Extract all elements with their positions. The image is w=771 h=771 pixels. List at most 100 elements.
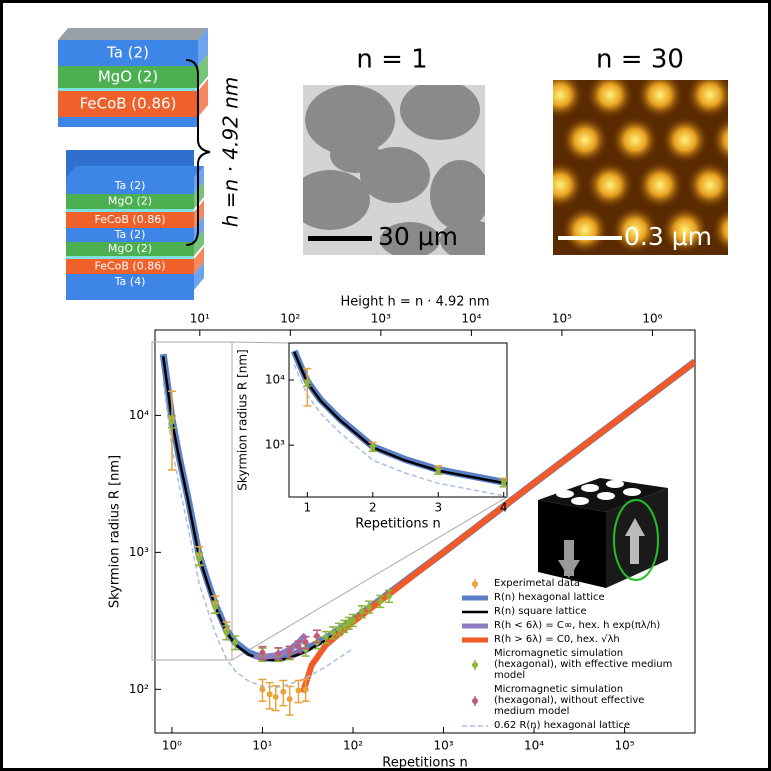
legend-entry: R(n) square lattice xyxy=(462,606,682,617)
stack-top xyxy=(66,166,204,178)
x-axis-label: Repetitions n xyxy=(382,756,467,771)
skyrmion-spot xyxy=(561,116,609,164)
data-point xyxy=(323,634,329,640)
scale-bar xyxy=(308,236,372,241)
legend-swatch xyxy=(462,593,488,603)
inset-x-tick-label: 3 xyxy=(434,501,442,515)
layer-label: FeCoB (0.86) xyxy=(94,260,165,273)
layer-label: Ta (4) xyxy=(114,275,146,288)
stack-layer xyxy=(66,209,194,212)
stack-base xyxy=(66,290,194,300)
x2-tick-label: 10⁴ xyxy=(461,312,481,326)
data-point xyxy=(223,629,229,635)
domain xyxy=(400,80,480,140)
legend-entry: R(h < 6λ) = C∞, hex. h exp(πλ/h) xyxy=(462,620,682,631)
legend: Experimetal dataR(n) hexagonal latticeR(… xyxy=(462,578,682,734)
legend-swatch xyxy=(462,660,488,670)
skyrmion-illustration xyxy=(538,478,668,588)
skyrmion-spot xyxy=(561,206,609,254)
legend-label: R(h < 6λ) = C∞, hex. h exp(πλ/h) xyxy=(494,620,660,631)
figure: Ta (2) MgO (2) FeCoB (0.86) Ta (2) MgO (2) Fe… xyxy=(0,0,771,771)
legend-entry: Micromagnetic simulation (hexagonal), wi… xyxy=(462,684,682,717)
skyrmion-spot xyxy=(686,161,734,209)
data-point xyxy=(303,686,309,692)
x-tick-label: 10⁵ xyxy=(615,739,635,753)
x-tick-label: 10³ xyxy=(433,739,453,753)
legend-label: Experimetal data xyxy=(494,578,580,589)
inset-x-axis-label: Repetitions n xyxy=(355,517,440,532)
zoom-line xyxy=(232,342,289,343)
y-tick-label: 10⁴ xyxy=(129,408,149,422)
data-point xyxy=(275,650,281,656)
legend-label: 0.62 R(n) hexagonal lattice xyxy=(494,720,630,731)
x2-tick-label: 10¹ xyxy=(190,312,210,326)
skyrmion-spot xyxy=(636,71,684,119)
skyrmion-spot xyxy=(536,71,584,119)
legend-label: Micromagnetic simulation (hexagonal), wi… xyxy=(494,648,682,681)
data-point xyxy=(212,604,218,610)
inset-x-tick-label: 2 xyxy=(369,501,377,515)
data-point xyxy=(259,686,265,692)
data-point xyxy=(287,649,293,655)
data-point xyxy=(169,419,175,425)
x-tick-label: 10¹ xyxy=(252,739,272,753)
data-point xyxy=(336,626,342,632)
x2-axis-label: Height h = n · 4.92 nm xyxy=(340,295,489,310)
data-point xyxy=(280,689,286,695)
skyrmion-spot xyxy=(586,161,634,209)
legend-swatch xyxy=(462,607,488,617)
inset-x-tick-label: 1 xyxy=(304,501,312,515)
legend-swatch xyxy=(462,721,488,731)
inset-y-tick-label: 10³ xyxy=(265,438,285,452)
skyrmion-spot xyxy=(636,161,684,209)
legend-label: R(n) square lattice xyxy=(494,606,587,617)
y-tick-label: 10² xyxy=(129,682,149,696)
data-point xyxy=(273,694,279,700)
data-point xyxy=(196,556,202,562)
layer-label: MgO (2) xyxy=(108,195,152,208)
legend-entry: 0.62 R(n) hexagonal lattice xyxy=(462,720,682,731)
data-point xyxy=(295,644,301,650)
layer-label: FeCoB (0.86) xyxy=(80,95,177,113)
data-point xyxy=(267,691,273,697)
x-tick-label: 10⁴ xyxy=(524,739,544,753)
layer-label: Ta (2) xyxy=(114,228,146,241)
data-point xyxy=(370,446,375,451)
data-point xyxy=(386,593,392,599)
legend-swatch-point xyxy=(472,698,478,704)
legend-entry: Experimetal data xyxy=(462,578,682,589)
legend-swatch xyxy=(462,621,488,631)
skyrmion-spot xyxy=(661,116,709,164)
legend-entry: R(h > 6λ) = C0, hex. √λh xyxy=(462,634,682,645)
x-tick-label: 10² xyxy=(343,739,363,753)
skyrmion-spot xyxy=(711,206,759,254)
domain xyxy=(330,137,380,173)
data-point xyxy=(314,633,320,639)
inset-x-tick-label: 4 xyxy=(500,501,508,515)
y-tick-label: 10³ xyxy=(129,545,149,559)
panel-title: n = 30 xyxy=(596,45,684,75)
legend-label: R(h > 6λ) = C0, hex. √λh xyxy=(494,634,620,645)
panel-title: n = 1 xyxy=(356,45,427,75)
scale-bar-label: 30 μm xyxy=(378,222,458,251)
data-point xyxy=(330,629,336,635)
data-point xyxy=(287,696,293,702)
layer-label: Ta (2) xyxy=(114,179,146,192)
stack-layer xyxy=(58,88,198,91)
data-point xyxy=(303,639,309,645)
skyrmion-spot xyxy=(611,116,659,164)
data-point xyxy=(295,688,301,694)
legend-label: Micromagnetic simulation (hexagonal), wi… xyxy=(494,684,682,717)
layer-label: MgO (2) xyxy=(98,68,158,86)
skyrmion-spot xyxy=(686,71,734,119)
legend-swatch xyxy=(462,635,488,645)
data-point xyxy=(259,650,265,656)
x2-tick-label: 10² xyxy=(280,312,300,326)
scale-bar-label: 0.3 μm xyxy=(624,222,712,251)
legend-swatch xyxy=(462,696,488,706)
skyrmion-spot xyxy=(536,161,584,209)
data-point xyxy=(436,469,441,474)
x2-tick-label: 10³ xyxy=(371,312,391,326)
skyrmion-spot xyxy=(711,116,759,164)
legend-swatch-point xyxy=(472,581,478,587)
